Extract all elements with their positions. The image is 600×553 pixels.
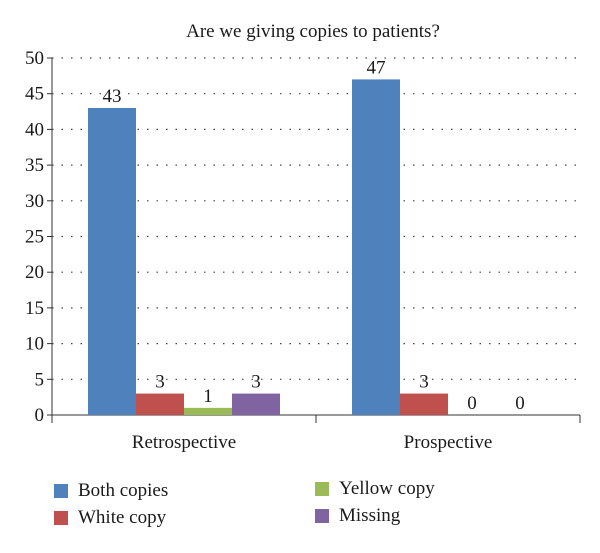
data-label: 3 (251, 372, 261, 393)
bars (88, 79, 448, 416)
data-labels: 43 3 1 3 47 3 0 0 (103, 57, 525, 414)
y-tick-label: 30 (25, 191, 44, 212)
data-label: 0 (467, 393, 477, 414)
bar-chart: Are we giving copies to patients? 051015… (25, 21, 581, 453)
x-axis-labels: Retrospective Prospective (132, 432, 493, 453)
legend-item: White copy (54, 507, 166, 529)
bar (184, 407, 232, 415)
data-label: 3 (155, 372, 165, 393)
bar (352, 79, 400, 416)
bar (232, 393, 280, 415)
y-tick-label: 20 (25, 262, 44, 283)
legend-label: Yellow copy (339, 478, 435, 499)
legend-swatch (54, 511, 68, 525)
y-tick-label: 25 (25, 227, 44, 248)
data-label: 1 (203, 386, 213, 407)
legend-swatch (54, 484, 68, 498)
y-tick-label: 50 (25, 48, 44, 69)
bar (88, 107, 136, 415)
y-tick-label: 40 (25, 119, 44, 140)
data-label: 43 (103, 86, 122, 107)
bar (400, 393, 448, 415)
y-axis-ticks: 0 5 10 15 20 25 30 35 40 45 50 (25, 48, 52, 426)
legend-swatch (315, 509, 329, 523)
legend-label: Missing (339, 505, 401, 526)
legend-label: White copy (78, 507, 167, 528)
data-label: 0 (515, 393, 525, 414)
legend-item: Yellow copy (315, 478, 435, 500)
chart-title: Are we giving copies to patients? (186, 21, 440, 42)
y-tick-label: 45 (25, 84, 44, 105)
x-tick-label: Retrospective (132, 432, 236, 453)
legend-item: Missing (315, 505, 400, 527)
y-tick-label: 15 (25, 298, 44, 319)
legend-item: Both copies (54, 480, 168, 502)
bar (136, 393, 184, 415)
y-tick-label: 35 (25, 155, 44, 176)
y-tick-label: 0 (35, 405, 45, 426)
y-tick-label: 10 (25, 334, 44, 355)
y-tick-label: 5 (35, 369, 45, 390)
legend-label: Both copies (78, 480, 169, 501)
legend-swatch (315, 482, 329, 496)
data-label: 47 (367, 57, 386, 78)
x-tick-label: Prospective (404, 432, 493, 453)
data-label: 3 (419, 372, 429, 393)
